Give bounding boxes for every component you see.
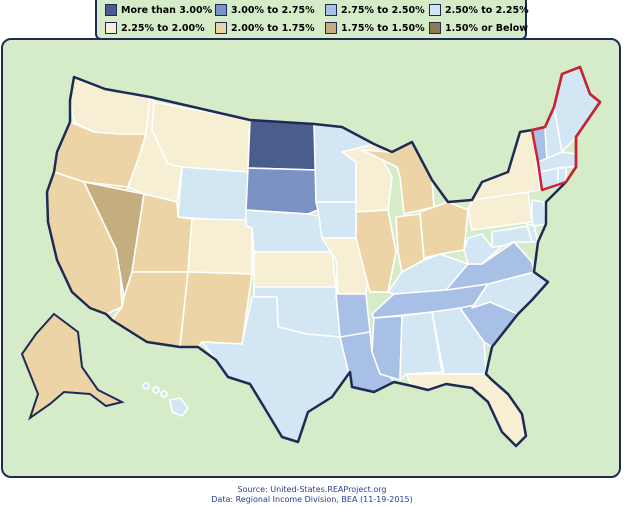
state-hi-island[interactable]	[160, 390, 168, 398]
state-nd[interactable]	[247, 119, 317, 171]
legend-item: 2.50% to 2.25%	[429, 3, 529, 17]
state-hi-island[interactable]	[142, 382, 150, 390]
legend-item: 2.25% to 2.00%	[105, 21, 205, 35]
legend-label: 2.75% to 2.50%	[341, 4, 425, 16]
legend-label: 3.00% to 2.75%	[231, 4, 315, 16]
state-ia[interactable]	[315, 201, 363, 239]
state-hi-island[interactable]	[152, 386, 160, 394]
legend-item: More than 3.00%	[105, 3, 212, 17]
legend-swatch	[215, 4, 227, 16]
us-map	[20, 65, 602, 448]
source-note: Source: United-States.REAProject.org Dat…	[0, 485, 624, 505]
state-ks[interactable]	[253, 251, 337, 288]
legend: More than 3.00% 3.00% to 2.75% 2.75% to …	[95, 0, 529, 40]
legend-swatch	[325, 4, 337, 16]
legend-swatch	[429, 22, 441, 34]
state-oh[interactable]	[419, 201, 469, 259]
source-line: Source: United-States.REAProject.org	[237, 485, 387, 494]
state-sd[interactable]	[245, 167, 319, 215]
us-outline	[45, 65, 602, 448]
legend-item: 2.75% to 2.50%	[325, 3, 425, 17]
state-al[interactable]	[399, 311, 443, 381]
legend-label: 2.00% to 1.75%	[231, 22, 315, 34]
legend-item: 3.00% to 2.75%	[215, 3, 315, 17]
state-nm[interactable]	[179, 271, 253, 348]
legend-label: More than 3.00%	[121, 4, 213, 16]
legend-label: 1.50% or Below	[445, 22, 529, 34]
state-nj[interactable]	[531, 199, 547, 227]
state-wa[interactable]	[69, 76, 151, 135]
legend-item: 1.50% or Below	[429, 21, 528, 35]
state-ak[interactable]	[21, 313, 123, 419]
state-ms[interactable]	[371, 315, 403, 381]
state-ga[interactable]	[431, 307, 487, 375]
state-mt[interactable]	[151, 101, 251, 173]
state-ny[interactable]	[471, 129, 541, 201]
state-il[interactable]	[355, 209, 397, 293]
state-fl[interactable]	[405, 373, 527, 447]
map-frame	[1, 38, 621, 478]
legend-swatch	[105, 4, 117, 16]
new-england-highlight	[530, 65, 602, 192]
legend-label: 2.25% to 2.00%	[121, 22, 205, 34]
state-ar[interactable]	[335, 293, 371, 339]
legend-item: 2.00% to 1.75%	[215, 21, 315, 35]
state-hi[interactable]	[169, 397, 189, 417]
state-pa[interactable]	[467, 191, 533, 231]
legend-label: 1.75% to 1.50%	[341, 22, 425, 34]
state-co[interactable]	[187, 218, 253, 275]
alaska-outline	[20, 312, 125, 421]
data-line: Data: Regional Income Division, BEA (11-…	[211, 495, 413, 504]
legend-label: 2.50% to 2.25%	[445, 4, 529, 16]
state-wy[interactable]	[177, 166, 249, 223]
legend-swatch	[325, 22, 337, 34]
legend-swatch	[215, 22, 227, 34]
legend-swatch	[429, 4, 441, 16]
legend-item: 1.75% to 1.50%	[325, 21, 425, 35]
legend-swatch	[105, 22, 117, 34]
